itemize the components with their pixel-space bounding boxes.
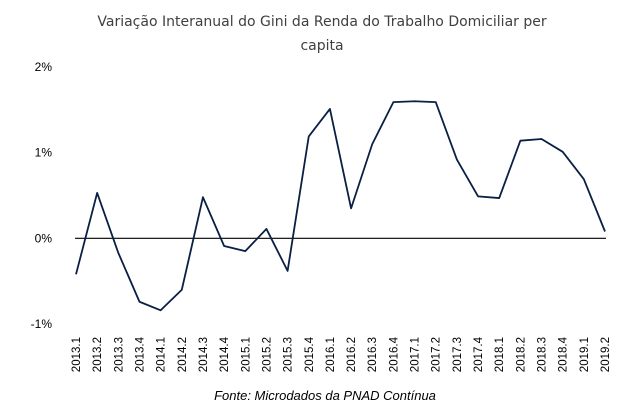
x-tick-label: 2018.3 — [537, 337, 549, 372]
y-axis-ticks: 2% 1% 0% -1% — [31, 60, 53, 331]
x-tick-label: 2018.2 — [515, 337, 527, 372]
x-tick-label: 2014.1 — [156, 337, 168, 372]
x-tick-label: 2017.1 — [410, 337, 422, 372]
x-tick-label: 2017.3 — [452, 337, 464, 372]
x-tick-label: 2016.4 — [388, 336, 400, 372]
x-tick-label: 2016.1 — [325, 337, 337, 372]
y-tick-label: 1% — [35, 146, 53, 160]
x-tick-label: 2015.3 — [283, 337, 295, 372]
x-tick-label: 2019.1 — [579, 337, 591, 372]
x-tick-label: 2018.1 — [494, 337, 506, 372]
x-tick-label: 2013.4 — [134, 336, 146, 372]
x-tick-label: 2013.2 — [92, 337, 104, 372]
chart-title-line-2: capita — [300, 38, 343, 54]
series-line — [75, 100, 606, 312]
x-tick-label: 2013.1 — [71, 337, 83, 372]
x-tick-label: 2016.2 — [346, 337, 358, 372]
x-tick-label: 2014.3 — [198, 337, 210, 372]
x-tick-label: 2014.2 — [177, 337, 189, 372]
x-tick-label: 2013.3 — [113, 337, 125, 372]
x-tick-label: 2018.4 — [558, 336, 570, 372]
source-note: Fonte: Microdados da PNAD Contínua — [214, 388, 436, 403]
x-tick-label: 2015.2 — [261, 337, 273, 372]
x-tick-label: 2017.4 — [473, 336, 485, 372]
x-tick-label: 2015.4 — [304, 336, 316, 372]
x-tick-label: 2017.2 — [431, 337, 443, 372]
y-tick-label: 2% — [35, 60, 53, 74]
chart-title-line-1: Variação Interanual do Gini da Renda do … — [97, 14, 546, 30]
x-tick-label: 2014.4 — [219, 336, 231, 372]
y-tick-label: 0% — [35, 231, 53, 245]
x-tick-label: 2019.2 — [600, 337, 612, 372]
x-tick-label: 2015.1 — [240, 337, 252, 372]
x-axis-ticks: 2013.1 2013.2 2013.3 2013.4 2014.1 2014.2 2014… — [71, 336, 612, 372]
y-tick-label: -1% — [31, 317, 53, 331]
x-tick-label: 2016.3 — [367, 337, 379, 372]
